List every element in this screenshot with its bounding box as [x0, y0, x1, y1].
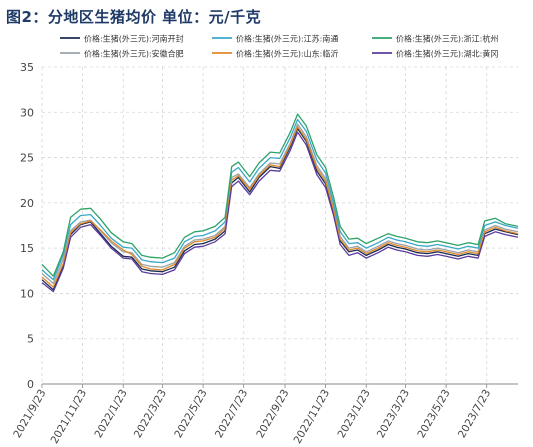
- y-tick-label: 0: [27, 378, 34, 391]
- x-tick-label: 2022/3/23: [132, 388, 169, 441]
- y-tick-label: 35: [20, 61, 34, 74]
- y-tick-labels: 0 5 10 15 20 25 30 35: [20, 61, 34, 391]
- series-line-1: [41, 127, 519, 291]
- x-tick-label: 2021/11/23: [49, 388, 90, 446]
- axes: [41, 383, 518, 388]
- series-line-5: [41, 113, 519, 277]
- x-tick-label: 2023/1/23: [335, 388, 372, 441]
- x-tick-label: 2023/5/23: [415, 388, 452, 441]
- y-tick-label: 25: [20, 152, 34, 165]
- y-tick-label: 15: [20, 242, 34, 255]
- legend-label: 价格:生猪(外三元):河南开封: [84, 34, 184, 44]
- series-line-4: [41, 126, 519, 288]
- series-lines: [41, 113, 519, 293]
- series-line-6: [41, 131, 519, 293]
- x-tick-label: 2022/5/23: [172, 388, 209, 441]
- grid-lines: [41, 66, 518, 384]
- x-tick-label: 2022/1/23: [93, 388, 130, 441]
- x-tick-label: 2021/9/23: [11, 388, 48, 441]
- series-line-3: [41, 118, 519, 281]
- legend-label: 价格:生猪(外三元):江苏:南通: [236, 34, 338, 44]
- y-tick-label: 20: [20, 197, 34, 210]
- x-tick-label: 2022/9/23: [254, 388, 291, 441]
- x-tick-label: 2022/7/23: [213, 388, 250, 441]
- legend-label: 价格:生猪(外三元):浙江:杭州: [396, 34, 498, 44]
- legend-label: 价格:生猪(外三元):湖北:黄冈: [396, 49, 498, 59]
- legend-label: 价格:生猪(外三元):山东:临沂: [236, 49, 338, 59]
- x-tick-label: 2022/11/23: [292, 388, 333, 446]
- x-tick-label: 2023/7/23: [456, 387, 493, 440]
- legend-label: 价格:生猪(外三元):安徽合肥: [84, 49, 184, 59]
- y-tick-label: 5: [27, 333, 34, 346]
- y-tick-label: 10: [20, 287, 34, 300]
- x-tick-labels: 2021/9/23 2021/11/23 2022/1/23 2022/3/23 202…: [11, 387, 493, 445]
- y-tick-label: 30: [20, 106, 34, 119]
- chart-title: 图2：分地区生猪均价 单位：元/千克: [6, 8, 262, 26]
- series-line-2: [41, 123, 519, 285]
- x-tick-label: 2023/3/23: [375, 388, 412, 441]
